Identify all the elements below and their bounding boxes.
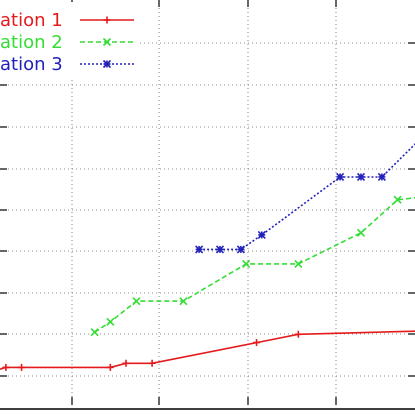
series-line-1 xyxy=(0,330,415,370)
legend-marker xyxy=(103,16,111,24)
legend-label-series-2: ation 2 xyxy=(0,32,63,53)
series-line-2 xyxy=(94,197,415,333)
data-point xyxy=(356,228,366,237)
series-3 xyxy=(195,143,415,254)
legend: ation 1 ation 2 ation 3 xyxy=(0,2,140,80)
data-point xyxy=(294,259,303,268)
data-point xyxy=(294,330,302,338)
data-point xyxy=(242,259,251,268)
data-point xyxy=(356,172,366,182)
data-point xyxy=(2,363,10,371)
data-point xyxy=(179,297,188,306)
data-point xyxy=(195,245,204,254)
data-point xyxy=(132,297,141,306)
data-point xyxy=(148,359,156,367)
legend-marker xyxy=(102,37,112,47)
data-point xyxy=(393,195,402,204)
data-point xyxy=(236,245,245,254)
series-2 xyxy=(90,195,415,337)
axis-ticks xyxy=(0,0,415,405)
legend-sample-series-3 xyxy=(80,59,134,69)
data-point xyxy=(106,363,114,371)
data-point xyxy=(90,328,99,337)
data-point xyxy=(122,359,130,367)
legend-background xyxy=(0,2,140,80)
data-point xyxy=(253,339,261,347)
data-point xyxy=(257,230,266,239)
legend-sample-series-1 xyxy=(80,16,134,24)
series-1 xyxy=(0,330,415,371)
legend-label-series-1: ation 1 xyxy=(0,10,63,31)
legend-label-series-3: ation 3 xyxy=(0,54,63,75)
data-point xyxy=(18,363,26,371)
data-point xyxy=(377,172,386,182)
legend-sample-series-2 xyxy=(80,37,134,47)
series-group xyxy=(0,143,415,371)
data-point xyxy=(106,317,115,326)
data-point xyxy=(336,172,345,182)
data-point xyxy=(215,245,225,254)
legend-marker xyxy=(102,59,112,69)
